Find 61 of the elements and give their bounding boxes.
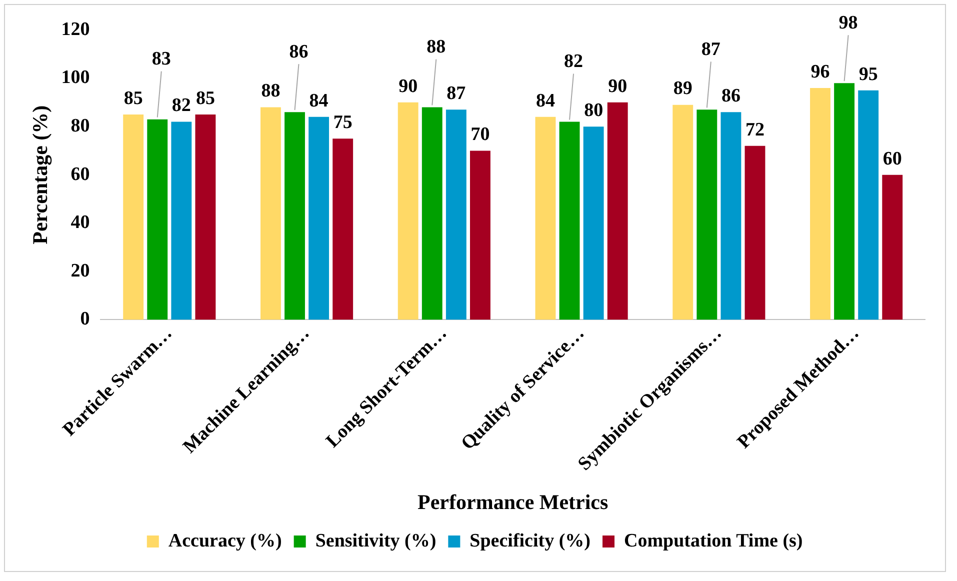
data-label: 85	[196, 88, 215, 109]
bar	[607, 102, 628, 320]
bar	[123, 114, 144, 320]
bar	[284, 112, 305, 320]
data-label: 86	[721, 85, 740, 106]
data-label: 90	[608, 76, 628, 97]
data-label: 70	[470, 124, 490, 146]
data-label: 88	[261, 80, 280, 102]
data-label: 84	[536, 90, 556, 112]
bar	[535, 116, 556, 320]
y-axis-title: Percentage (%)	[28, 105, 52, 244]
legend-label: Computation Time (s)	[624, 530, 803, 552]
data-label: 89	[673, 78, 692, 100]
data-label: 84	[309, 90, 329, 112]
bar	[744, 146, 766, 320]
bar	[422, 107, 442, 320]
data-label: 98	[838, 12, 858, 34]
bar	[195, 114, 216, 320]
bar	[720, 112, 742, 320]
data-label: 83	[152, 48, 171, 70]
y-tick-label: 80	[70, 115, 90, 136]
bar	[171, 122, 192, 320]
legend-label: Sensitivity (%)	[315, 530, 436, 552]
bar	[332, 138, 354, 320]
y-tick-label: 100	[61, 67, 90, 88]
data-label: 75	[333, 112, 352, 134]
data-label: 82	[172, 95, 191, 116]
data-label: 60	[882, 148, 902, 170]
bar	[470, 150, 490, 320]
y-tick-label: 40	[70, 212, 90, 234]
bar	[858, 90, 879, 320]
data-label: 72	[745, 119, 764, 140]
data-label: 87	[701, 39, 721, 60]
data-label: 90	[398, 76, 418, 97]
data-label: 86	[289, 41, 308, 62]
bar	[147, 119, 168, 320]
y-tick-label: 20	[70, 260, 90, 282]
data-label: 88	[426, 36, 446, 58]
bar	[696, 110, 718, 320]
bar	[672, 104, 694, 320]
y-tick-label: 60	[70, 164, 90, 185]
x-axis-title: Performance Metrics	[418, 490, 608, 514]
data-label: 96	[810, 61, 830, 82]
bar	[810, 88, 830, 320]
bar	[559, 122, 580, 320]
bar	[446, 110, 466, 320]
data-label: 85	[124, 88, 143, 109]
data-label: 95	[858, 64, 878, 85]
bar	[834, 83, 855, 320]
bar	[398, 102, 418, 320]
bar	[583, 126, 604, 320]
legend-label: Accuracy (%)	[168, 530, 282, 552]
bar	[882, 174, 903, 320]
bar	[260, 107, 281, 320]
y-tick-label: 120	[61, 18, 90, 40]
data-label: 82	[564, 51, 584, 72]
data-label: 87	[446, 83, 466, 104]
bar	[308, 116, 330, 320]
legend-label: Specificity (%)	[470, 530, 591, 552]
y-tick-label: 0	[80, 308, 90, 330]
data-label: 80	[584, 100, 604, 121]
